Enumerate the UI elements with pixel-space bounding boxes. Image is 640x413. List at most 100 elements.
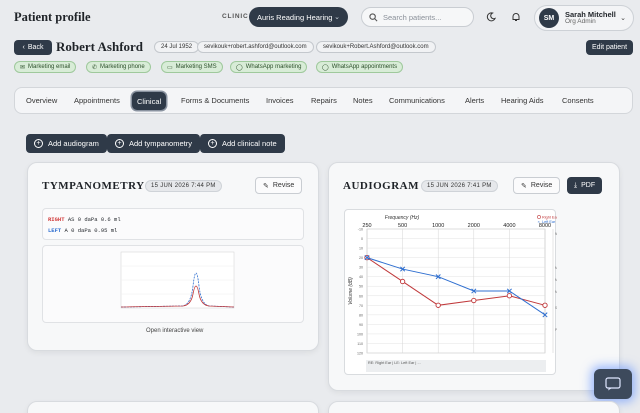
revise-button[interactable]: ✎ Revise — [513, 177, 561, 194]
tab-clinical[interactable]: Clinical — [132, 92, 167, 110]
back-button[interactable]: ‹ Back — [14, 40, 52, 55]
tab-notes[interactable]: Notes — [353, 96, 373, 105]
severity-label: Moderately Severe — [555, 290, 557, 294]
search-placeholder: Search patients... — [383, 12, 442, 22]
data-point-left — [542, 312, 548, 318]
patient-name: Robert Ashford — [56, 39, 144, 54]
clinical-card — [328, 401, 620, 413]
data-point-right — [399, 278, 406, 285]
data-point-left — [506, 288, 512, 294]
y-tick-label: 80 — [359, 313, 363, 317]
user-name: Sarah Mitchell — [565, 9, 616, 19]
audiogram-svg: -10 0 10 20 30 40 50 60 70 80 90 100 110 120 250 500 100… — [348, 215, 582, 356]
theme-toggle-button[interactable] — [481, 7, 501, 27]
message-icon: ▭ — [167, 64, 173, 71]
audiogram-footnote: RE: Right Ear | LE: Left Ear | ... — [366, 360, 546, 372]
mail-icon: ✉ — [20, 64, 26, 71]
series-line — [366, 257, 546, 306]
search-icon — [369, 12, 378, 21]
y-tick-label: 60 — [359, 294, 363, 298]
consent-tag: ◯ WhatsApp marketing — [230, 61, 308, 73]
severity-label: Normal — [555, 232, 557, 236]
whatsapp-icon: ◯ — [322, 64, 329, 71]
date-badge: 15 JUN 2026 7:41 PM — [421, 180, 498, 192]
x-tick-label: 4000 — [503, 223, 515, 229]
download-icon: ⤓ — [574, 181, 578, 189]
data-point-right — [435, 302, 441, 308]
tab-repairs[interactable]: Repairs — [311, 96, 337, 105]
clinical-card — [27, 401, 319, 413]
tympanogram-graphic — [120, 251, 235, 309]
chevron-left-icon: ‹ — [22, 44, 25, 51]
app-title: Patient profile — [14, 9, 91, 24]
tympanometry-results: RIGHT AS 0 daPa 0.6 ml LEFT A 0 daPa 0.9… — [42, 208, 304, 240]
tab-appointments[interactable]: Appointments — [74, 96, 120, 105]
assistant-button[interactable] — [594, 369, 632, 399]
x-axis-label: Frequency (Hz) — [385, 215, 420, 221]
add-tympanometry-button[interactable]: + Add tympanometry — [107, 134, 200, 153]
chevron-down-icon: ⌄ — [334, 14, 340, 21]
y-tick-label: 40 — [359, 275, 363, 279]
date-badge: 15 JUN 2026 7:44 PM — [145, 180, 222, 192]
y-tick-label: 0 — [361, 237, 363, 241]
notifications-button[interactable] — [506, 7, 526, 27]
tab-forms-documents[interactable]: Forms & Documents — [181, 96, 250, 105]
user-menu[interactable]: SM Sarah Mitchell Org Admin ⌄ — [534, 5, 634, 31]
right-ear-values: AS 0 daPa 0.6 ml — [67, 216, 121, 223]
x-tick-label: 2000 — [468, 223, 480, 229]
edit-patient-button[interactable]: Edit patient — [586, 40, 633, 55]
avatar: SM — [539, 8, 559, 28]
plus-icon: + — [34, 139, 43, 148]
consent-tag: ▭ Marketing SMS — [161, 61, 223, 73]
data-point-left — [400, 266, 406, 272]
tab-communications[interactable]: Communications — [389, 96, 445, 105]
open-interactive-link[interactable]: Open interactive view — [146, 328, 204, 334]
y-tick-label: 50 — [359, 285, 363, 289]
legend-label-left: Left Ear — [542, 220, 556, 224]
audiogram-title: AUDIOGRAM — [343, 180, 419, 192]
y-tick-label: 100 — [357, 332, 363, 336]
y-tick-label: 70 — [359, 304, 363, 308]
dob-badge: 24 Jul 1952 — [154, 41, 200, 53]
search-input[interactable]: Search patients... — [361, 7, 474, 27]
tab-consents[interactable]: Consents — [562, 96, 594, 105]
chevron-down-icon: ⌄ — [620, 15, 626, 22]
data-point-right — [506, 293, 513, 299]
add-audiogram-button[interactable]: + Add audiogram — [26, 134, 107, 153]
tab-hearing-aids[interactable]: Hearing Aids — [501, 96, 544, 105]
severity-label: Profound — [555, 328, 557, 332]
tympanogram-thumbnail[interactable] — [42, 245, 304, 323]
tab-alerts[interactable]: Alerts — [465, 96, 485, 105]
add-clinical-note-button[interactable]: + Add clinical note — [200, 134, 285, 153]
x-tick-label: 8000 — [539, 223, 551, 229]
y-tick-label: 110 — [357, 342, 363, 346]
plus-icon: + — [208, 139, 217, 148]
severity-label: Moderate — [555, 278, 557, 282]
x-tick-label: 500 — [398, 223, 407, 229]
tab-invoices[interactable]: Invoices — [266, 96, 294, 105]
severity-label: Mild — [555, 266, 557, 270]
revise-button[interactable]: ✎ Revise — [255, 177, 303, 194]
data-point-left — [435, 274, 441, 280]
download-pdf-button[interactable]: ⤓ PDF — [567, 177, 603, 194]
email-badge: sevikouk+robert.ashford@outlook.com — [197, 41, 314, 53]
right-ear-label: RIGHT — [48, 216, 65, 223]
user-role: Org Admin — [565, 17, 596, 25]
email-badge: sevikouk+Robert.Ashford@outlook.com — [316, 41, 436, 53]
left-ear-values: A 0 daPa 0.95 ml — [64, 227, 118, 234]
clinic-select[interactable]: Auris Reading Hearing ⌄ — [249, 7, 348, 27]
back-label: Back — [27, 44, 44, 51]
clinic-label: CLINIC — [222, 13, 249, 20]
legend-marker-left: × — [538, 219, 541, 224]
tab-overview[interactable]: Overview — [26, 96, 58, 105]
top-bar: Patient profile — [0, 0, 640, 34]
plot-area — [366, 228, 546, 354]
whatsapp-icon: ◯ — [236, 64, 243, 71]
data-point-right — [542, 302, 548, 308]
x-tick-label: 1000 — [432, 223, 444, 229]
legend-marker-right — [537, 215, 541, 219]
y-tick-label: -10 — [358, 228, 363, 232]
tab-bar: Overview Appointments Clinical Forms & D… — [14, 87, 633, 114]
bell-icon — [512, 13, 520, 21]
data-point-left — [364, 255, 370, 261]
